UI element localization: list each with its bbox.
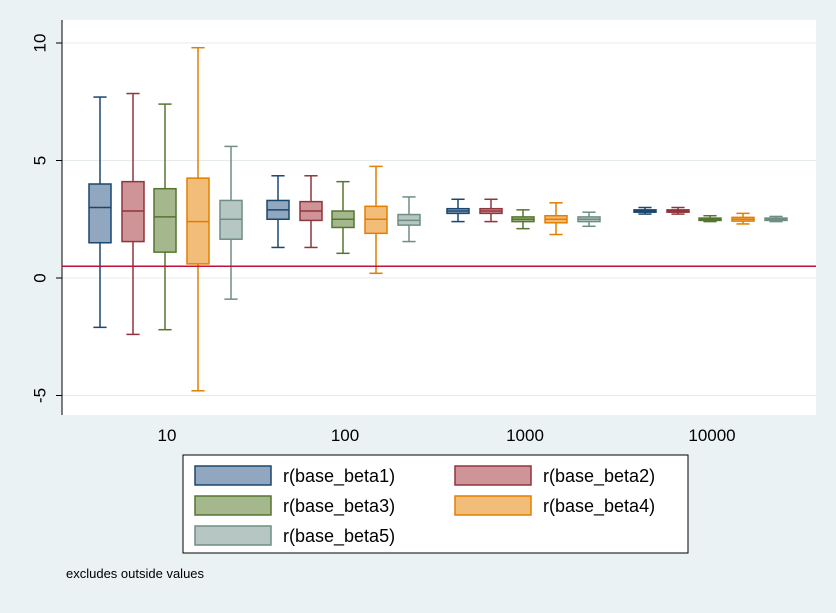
- box-5-10: [219, 145, 243, 300]
- box-1-10: [88, 96, 112, 329]
- legend-label: r(base_beta3): [283, 496, 395, 517]
- box-2-10000: [666, 206, 690, 215]
- boxes: [88, 46, 788, 392]
- box-2-10: [121, 92, 145, 336]
- box-3-10: [153, 103, 177, 331]
- iqr-box: [88, 183, 112, 244]
- box-1-100: [266, 175, 290, 249]
- y-tick-label: -5: [31, 388, 50, 403]
- box-4-10000: [731, 212, 755, 225]
- box-5-1000: [577, 211, 601, 228]
- y-tick-label: 0: [31, 273, 50, 282]
- box-1-10000: [633, 206, 657, 215]
- box-5-100: [397, 196, 421, 243]
- legend-swatch: [194, 495, 272, 516]
- box-4-1000: [544, 202, 568, 236]
- y-axis: -5 0 5 10: [31, 20, 63, 415]
- x-category-label: 10000: [688, 426, 735, 445]
- legend-label: r(base_beta1): [283, 466, 395, 487]
- x-axis-labels: 10 100 1000 10000: [158, 426, 736, 445]
- legend-label: r(base_beta2): [543, 466, 655, 487]
- legend-swatch: [454, 465, 532, 486]
- box-3-10000: [698, 214, 722, 223]
- box-4-100: [364, 165, 388, 275]
- x-category-label: 1000: [506, 426, 544, 445]
- box-4-10: [186, 46, 210, 392]
- y-tick-label: 5: [31, 156, 50, 165]
- box-3-100: [331, 180, 355, 255]
- legend-swatch: [194, 525, 272, 546]
- x-category-label: 100: [331, 426, 359, 445]
- iqr-box: [153, 187, 177, 253]
- box-1-1000: [446, 198, 470, 223]
- legend-swatch: [454, 495, 532, 516]
- legend-label: r(base_beta4): [543, 496, 655, 517]
- box-3-1000: [511, 209, 535, 230]
- box-5-10000: [764, 215, 788, 223]
- legend: r(base_beta1) r(base_beta2)r(base_beta3) r…: [182, 454, 689, 554]
- legend-swatch: [194, 465, 272, 486]
- grid-lines: [62, 42, 816, 396]
- legend-label: r(base_beta5): [283, 526, 395, 547]
- x-category-label: 10: [158, 426, 177, 445]
- chart-note: excludes outside values: [66, 566, 205, 581]
- box-2-1000: [479, 198, 503, 223]
- box-2-100: [299, 175, 323, 249]
- y-tick-label: 10: [31, 34, 50, 53]
